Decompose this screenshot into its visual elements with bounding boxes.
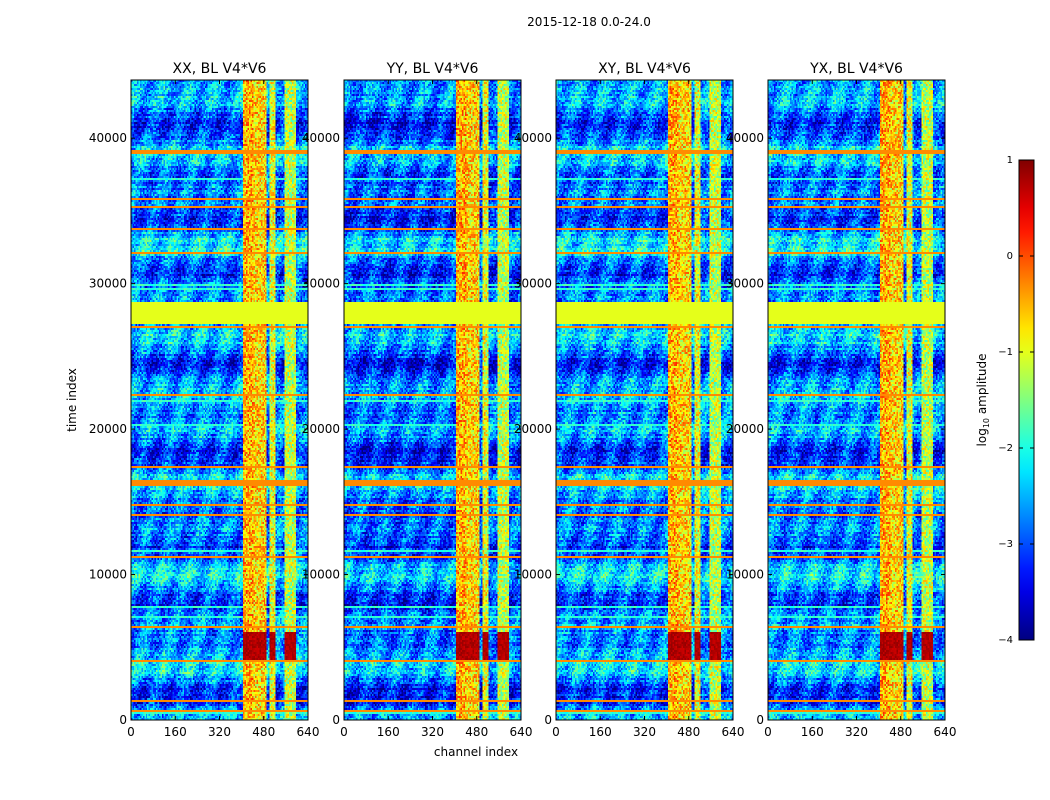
y-tick-label: 30000: [726, 277, 764, 291]
x-tick-label: 0: [127, 725, 135, 739]
x-tick-label: 320: [421, 725, 444, 739]
figure-title: 2015-12-18 0.0-24.0: [527, 15, 651, 29]
x-tick-label: 160: [164, 725, 187, 739]
heatmap-panels: XX, BL V4*V6 0 160 320 480 640 0 10000 20000 3000…: [89, 61, 957, 739]
panel-xy: XY, BL V4*V6 0 160 320 480 640 0 10000 20000 3000…: [514, 61, 745, 739]
x-tick-label: 640: [297, 725, 320, 739]
y-tick-label: 10000: [726, 568, 764, 582]
x-tick-label: 0: [764, 725, 772, 739]
heatmap-image: [131, 80, 308, 720]
colorbar-label: log10 amplitude: [975, 354, 991, 447]
heatmap-image: [344, 80, 521, 720]
colorbar-tick-label: −2: [998, 443, 1013, 454]
x-axis-label: channel index: [434, 745, 518, 759]
y-tick-label: 30000: [514, 277, 552, 291]
colorbar-tick-label: 0: [1007, 251, 1013, 262]
x-tick-label: 480: [465, 725, 488, 739]
x-tick-label: 320: [633, 725, 656, 739]
y-tick-label: 10000: [514, 568, 552, 582]
y-tick-label: 10000: [89, 568, 127, 582]
heatmap-image: [556, 80, 733, 720]
panel-yx: YX, BL V4*V6 0 160 320 480 640 0 10000 20000 3000…: [726, 61, 957, 739]
x-tick-label: 0: [552, 725, 560, 739]
x-tick-label: 640: [934, 725, 957, 739]
colorbar-tick-label: −1: [998, 347, 1013, 358]
y-tick-label: 40000: [514, 131, 552, 145]
panel-title: XX, BL V4*V6: [173, 61, 267, 77]
y-tick-label: 20000: [302, 422, 340, 436]
y-tick-label: 30000: [89, 277, 127, 291]
panel-title: YX, BL V4*V6: [809, 61, 903, 77]
y-tick-label: 40000: [89, 131, 127, 145]
x-tick-label: 320: [845, 725, 868, 739]
heatmap-image: [768, 80, 945, 720]
panel-title: XY, BL V4*V6: [598, 61, 691, 77]
colorbar: 1 0 −1 −2 −3 −4 log10 amplitude: [975, 155, 1035, 646]
y-tick-label: 30000: [302, 277, 340, 291]
y-tick-label: 40000: [726, 131, 764, 145]
y-tick-label: 10000: [302, 568, 340, 582]
y-tick-label: 0: [544, 713, 552, 727]
panel-title: YY, BL V4*V6: [386, 61, 479, 77]
x-tick-label: 640: [722, 725, 745, 739]
colorbar-tick-label: −3: [998, 539, 1013, 550]
panel-yy: YY, BL V4*V6 0 160 320 480 640 0 10000 20000 3000…: [302, 61, 533, 739]
y-tick-label: 20000: [514, 422, 552, 436]
panel-xx: XX, BL V4*V6 0 160 320 480 640 0 10000 20000 3000…: [89, 61, 320, 739]
x-tick-label: 160: [377, 725, 400, 739]
x-tick-label: 480: [889, 725, 912, 739]
y-tick-label: 0: [119, 713, 127, 727]
x-tick-label: 160: [801, 725, 824, 739]
y-tick-label: 20000: [89, 422, 127, 436]
y-tick-label: 0: [756, 713, 764, 727]
colorbar-tick-label: 1: [1007, 155, 1013, 166]
y-tick-label: 20000: [726, 422, 764, 436]
y-tick-label: 0: [332, 713, 340, 727]
colorbar-gradient: [1018, 159, 1035, 641]
x-tick-label: 480: [252, 725, 275, 739]
x-tick-label: 320: [208, 725, 231, 739]
y-tick-label: 40000: [302, 131, 340, 145]
x-tick-label: 640: [510, 725, 533, 739]
x-tick-label: 0: [340, 725, 348, 739]
x-tick-label: 160: [589, 725, 612, 739]
colorbar-tick-label: −4: [998, 635, 1013, 646]
x-tick-label: 480: [677, 725, 700, 739]
y-axis-label: time index: [65, 368, 79, 432]
